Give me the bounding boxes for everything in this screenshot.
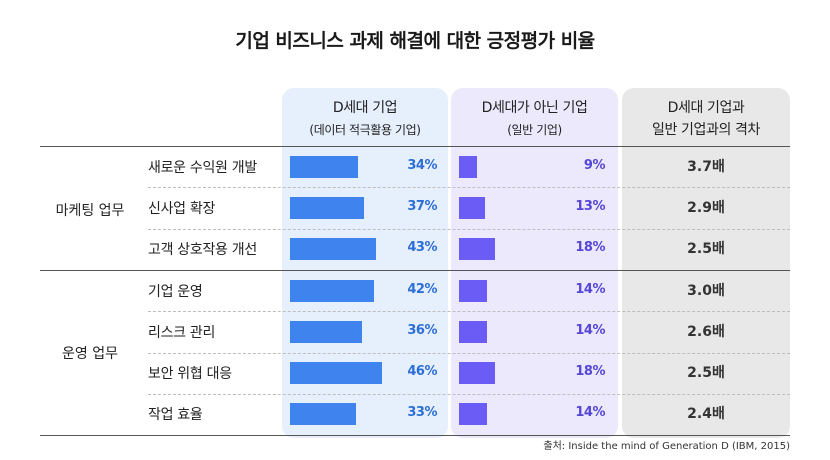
gap-ratio: 2.9배 xyxy=(687,199,725,216)
header-g-line1: D세대 기업과 xyxy=(667,100,745,116)
value-label-n: 14% xyxy=(575,322,605,338)
bar-d-generation xyxy=(290,320,362,343)
header-gap: D세대 기업과 일반 기업과의 격차 xyxy=(622,97,790,141)
row-label: 고객 상호작용 개선 xyxy=(148,242,257,259)
gap-ratio: 2.5배 xyxy=(687,241,725,258)
row-divider xyxy=(148,352,790,354)
group-label-operations: 운영 업무 xyxy=(62,346,118,362)
value-label-n: 13% xyxy=(575,198,605,214)
bar-non-d-generation xyxy=(459,196,485,219)
row-divider xyxy=(148,187,790,189)
value-label-n: 14% xyxy=(575,405,605,421)
header-g-line2: 일반 기업과의 격차 xyxy=(652,122,760,138)
row-label: 신사업 확장 xyxy=(148,200,216,217)
bar-d-generation xyxy=(290,279,374,302)
header-d-subtitle: (데이터 적극활용 기업) xyxy=(309,123,421,137)
row-label: 보안 위협 대응 xyxy=(148,366,232,383)
bar-non-d-generation xyxy=(459,403,487,426)
bar-d-generation xyxy=(290,403,356,426)
value-label-d: 46% xyxy=(407,364,437,380)
bar-d-generation xyxy=(290,238,376,261)
group-divider xyxy=(40,269,790,271)
value-label-d: 34% xyxy=(407,157,437,173)
row-label: 작업 효율 xyxy=(148,407,203,424)
value-label-n: 14% xyxy=(575,281,605,297)
value-label-d: 33% xyxy=(407,405,437,421)
value-label-d: 43% xyxy=(407,240,437,256)
bar-non-d-generation xyxy=(459,320,487,343)
source-note: 출처: Inside the mind of Generation D (IBM… xyxy=(543,441,790,452)
bar-d-generation xyxy=(290,155,358,178)
chart-title: 기업 비즈니스 과제 해결에 대한 긍정평가 비율 xyxy=(235,30,595,52)
row-divider xyxy=(148,393,790,395)
row-divider xyxy=(148,311,790,313)
bar-d-generation xyxy=(290,362,382,385)
bottom-rule xyxy=(40,435,790,437)
gap-ratio: 2.5배 xyxy=(687,365,725,382)
value-label-d: 36% xyxy=(407,322,437,338)
gap-ratio: 2.6배 xyxy=(687,323,725,340)
value-label-d: 37% xyxy=(407,198,437,214)
gap-ratio: 3.0배 xyxy=(687,282,725,299)
value-label-n: 18% xyxy=(575,240,605,256)
row-divider xyxy=(148,228,790,230)
value-label-n: 9% xyxy=(583,157,606,173)
bar-non-d-generation xyxy=(459,279,487,302)
bar-non-d-generation xyxy=(459,238,495,261)
bar-non-d-generation xyxy=(459,362,495,385)
bar-d-generation xyxy=(290,196,364,219)
group-label-marketing: 마케팅 업무 xyxy=(55,203,125,219)
header-d-title: D세대 기업 xyxy=(332,100,398,116)
gap-ratio: 3.7배 xyxy=(687,158,725,175)
header-n-subtitle: (일반 기업) xyxy=(507,123,562,137)
row-label: 리스크 관리 xyxy=(148,324,216,341)
row-label: 기업 운영 xyxy=(148,283,203,300)
header-non-d-generation: D세대가 아닌 기업 (일반 기업) xyxy=(451,97,618,141)
top-rule xyxy=(40,146,790,147)
header-n-title: D세대가 아닌 기업 xyxy=(481,100,588,116)
row-label: 새로운 수익원 개발 xyxy=(148,159,257,176)
gap-ratio: 2.4배 xyxy=(687,406,725,423)
header-d-generation: D세대 기업 (데이터 적극활용 기업) xyxy=(282,97,448,141)
bar-non-d-generation xyxy=(459,155,477,178)
value-label-d: 42% xyxy=(407,281,437,297)
value-label-n: 18% xyxy=(575,364,605,380)
